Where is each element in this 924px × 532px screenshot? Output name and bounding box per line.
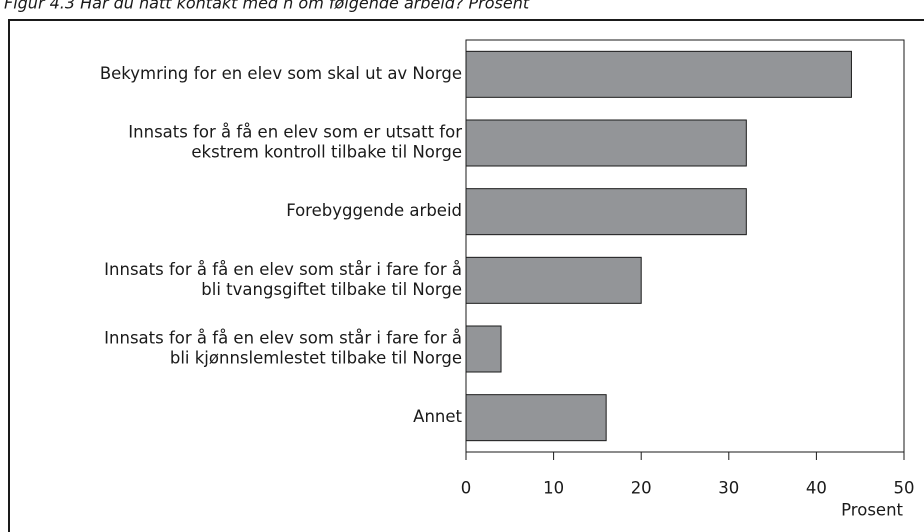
y-tick-label: Bekymring for en elev som skal ut av Nor… [100, 64, 462, 83]
x-tick-label: 40 [806, 479, 827, 498]
x-tick-label: 10 [543, 479, 564, 498]
x-tick-label: 50 [894, 479, 915, 498]
bar [465, 50, 852, 98]
chart-title: Figur 4.3 Har du hatt kontakt med h om f… [4, 0, 530, 13]
x-tick-label: 0 [461, 479, 472, 498]
bar [465, 188, 747, 236]
bar [465, 119, 747, 167]
y-tick-label: Innsats for å få en elev som står i fare… [104, 260, 462, 279]
frame [8, 19, 924, 532]
plot-area [465, 39, 905, 453]
x-axis-label: Prosent [841, 501, 903, 520]
y-tick-label: bli kjønnslemlestet tilbake til Norge [170, 349, 462, 368]
y-tick-label: Forebyggende arbeid [286, 201, 462, 220]
y-tick-label: Innsats for å få en elev som står i fare… [104, 329, 462, 348]
y-tick-label: Innsats for å få en elev som er utsatt f… [128, 123, 462, 142]
x-tick-label: 30 [718, 479, 739, 498]
y-tick-label: Annet [413, 407, 462, 426]
x-tick-label: 20 [631, 479, 652, 498]
bar [465, 325, 502, 373]
bar [465, 256, 642, 304]
y-tick-label: ekstrem kontroll tilbake til Norge [191, 143, 462, 162]
y-tick-label: bli tvangsgiftet tilbake til Norge [201, 280, 462, 299]
bar [465, 394, 607, 442]
